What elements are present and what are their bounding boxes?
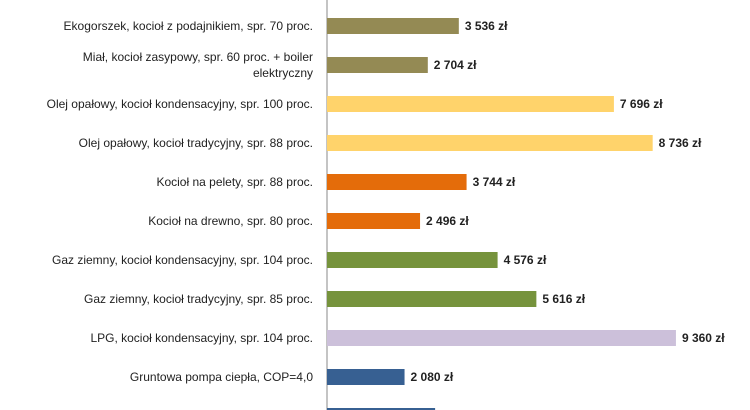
bar-4	[327, 135, 653, 151]
value-label-3: 7 696 zł	[620, 97, 663, 111]
bar-11	[327, 408, 436, 410]
category-label-3: Olej opałowy, kocioł kondensacyjny, spr.…	[47, 97, 313, 111]
bar-2	[327, 57, 428, 73]
value-label-10: 2 080 zł	[411, 370, 454, 384]
value-label-2: 2 704 zł	[434, 58, 477, 72]
category-label-10: Gruntowa pompa ciepła, COP=4,0	[130, 370, 313, 384]
bar-3	[327, 96, 614, 112]
category-label-4: Olej opałowy, kocioł tradycyjny, spr. 88…	[79, 136, 313, 150]
bar-5	[327, 174, 467, 190]
value-label-7: 4 576 zł	[504, 253, 547, 267]
value-label-6: 2 496 zł	[426, 214, 469, 228]
category-label-9: LPG, kocioł kondensacyjny, spr. 104 proc…	[90, 331, 313, 345]
value-label-1: 3 536 zł	[465, 19, 508, 33]
category-label-6: Kocioł na drewno, spr. 80 proc.	[148, 214, 313, 228]
value-label-8: 5 616 zł	[542, 292, 585, 306]
bar-6	[327, 213, 421, 229]
category-label-5: Kocioł na pelety, spr. 88 proc.	[156, 175, 313, 189]
value-label-5: 3 744 zł	[473, 175, 516, 189]
value-label-9: 9 360 zł	[682, 331, 725, 345]
bar-9	[327, 330, 676, 346]
bar-10	[327, 369, 405, 385]
bar-1	[327, 18, 459, 34]
bar-8	[327, 291, 537, 307]
category-label-7: Gaz ziemny, kocioł kondensacyjny, spr. 1…	[52, 253, 313, 267]
value-label-4: 8 736 zł	[659, 136, 702, 150]
category-label-2: Miał, kocioł zasypowy, spr. 60 proc. + b…	[83, 50, 313, 80]
category-label-8: Gaz ziemny, kocioł tradycyjny, spr. 85 p…	[84, 292, 313, 306]
bar-7	[327, 252, 498, 268]
category-label-1: Ekogorszek, kocioł z podajnikiem, spr. 7…	[64, 19, 313, 33]
